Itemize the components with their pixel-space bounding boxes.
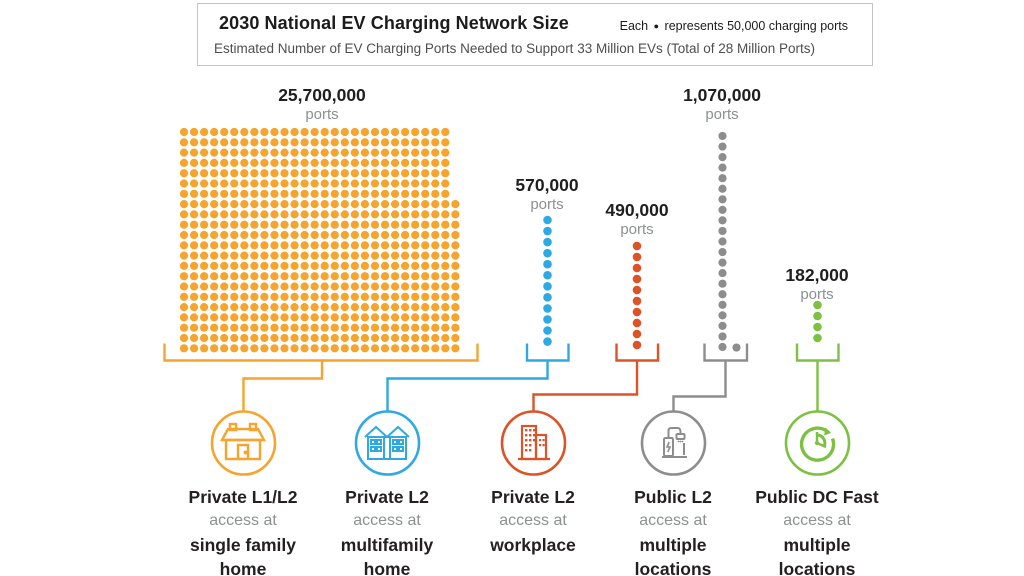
category-type: Public DC Fast (755, 487, 879, 507)
value-unit: ports (800, 286, 834, 303)
subtitle: Estimated Number of EV Charging Ports Ne… (214, 41, 816, 56)
value-unit: ports (530, 196, 564, 213)
category-label-single-family: Private L1/L2 access at single family ho… (148, 485, 338, 576)
fast-charge-clock-icon (785, 411, 849, 475)
house-icon (211, 411, 275, 475)
ev-charger-icon (641, 411, 705, 475)
legend-suffix: represents 50,000 charging ports (664, 19, 848, 33)
category-access: access at (783, 512, 851, 529)
value-label-single-family: 25,700,000 ports (278, 86, 366, 124)
category-label-dc-fast: Public DC Fast access at multiple locati… (722, 485, 912, 576)
legend-prefix: Each (619, 19, 649, 33)
office-building-icon (501, 411, 565, 475)
dot-legend: Each ● represents 50,000 charging ports (620, 19, 848, 33)
category-access: access at (353, 512, 421, 529)
category-type: Private L2 (491, 487, 575, 507)
legend-dot-icon: ● (653, 21, 660, 31)
value-unit: ports (305, 106, 339, 123)
category-type: Public L2 (634, 487, 712, 507)
category-access: access at (499, 512, 567, 529)
category-label-public-l2: Public L2 access at multiple locations (578, 485, 768, 576)
category-location: multiple (639, 535, 707, 555)
value-unit: ports (620, 221, 654, 238)
page-title: 2030 National EV Charging Network Size (219, 13, 569, 33)
value-label-dc-fast: 182,000 ports (785, 266, 848, 304)
category-location: home (219, 559, 267, 576)
category-location: multiple (783, 535, 851, 555)
value-label-workplace: 490,000 ports (605, 201, 668, 239)
category-location: multifamily (340, 535, 434, 555)
category-location: workplace (490, 535, 576, 555)
category-label-workplace: Private L2 access at workplace (438, 485, 628, 557)
value-unit: ports (705, 106, 739, 123)
category-label-multifamily: Private L2 access at multifamily home (292, 485, 482, 576)
apartments-icon (355, 411, 419, 475)
category-location: home (363, 559, 411, 576)
value-label-multifamily: 570,000 ports (515, 176, 578, 214)
category-location: locations (778, 559, 856, 576)
value-number: 1,070,000 (683, 85, 761, 105)
category-type: Private L1/L2 (188, 487, 298, 507)
category-type: Private L2 (345, 487, 429, 507)
category-location: single family (189, 535, 296, 555)
value-label-public-l2: 1,070,000 ports (683, 86, 761, 124)
value-number: 182,000 (785, 265, 849, 285)
value-number: 490,000 (605, 200, 669, 220)
value-number: 25,700,000 (278, 85, 366, 105)
category-location: locations (634, 559, 712, 576)
category-access: access at (639, 512, 707, 529)
title-box: 2030 National EV Charging Network Size E… (197, 3, 873, 66)
value-number: 570,000 (515, 175, 579, 195)
category-access: access at (209, 512, 277, 529)
